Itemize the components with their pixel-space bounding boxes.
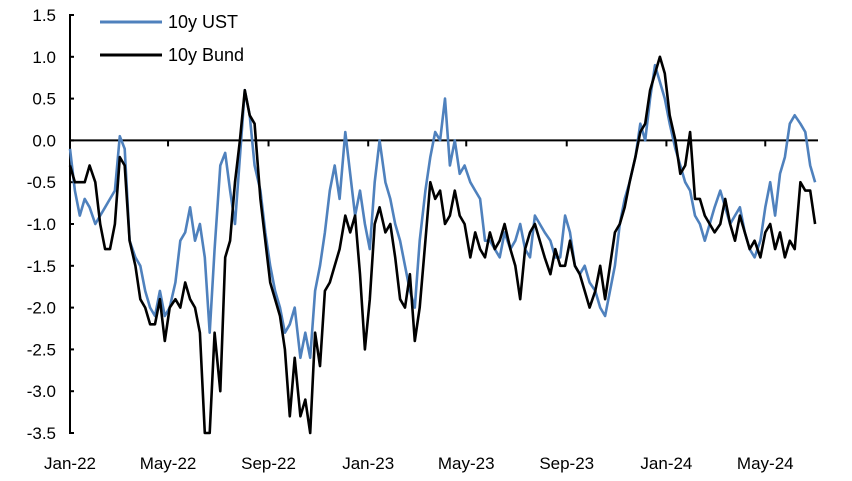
- legend-label-ust: 10y UST: [168, 12, 238, 32]
- x-tick-label: Jan-22: [44, 454, 96, 473]
- y-tick-label: -0.5: [27, 173, 56, 192]
- series-line-10y-bund: [68, 55, 817, 435]
- x-tick-label: May-24: [737, 454, 794, 473]
- x-tick-label: Sep-23: [539, 454, 594, 473]
- x-tick-label: May-23: [438, 454, 495, 473]
- y-tick-label: 0.0: [32, 131, 56, 150]
- y-tick-label: -2.0: [27, 299, 56, 318]
- y-tick-label: -1.0: [27, 215, 56, 234]
- legend-label-bund: 10y Bund: [168, 45, 244, 65]
- y-tick-label: 1.0: [32, 48, 56, 67]
- y-tick-label: -1.5: [27, 257, 56, 276]
- series-line-10y-ust: [68, 63, 817, 360]
- x-tick-label: Jan-24: [640, 454, 692, 473]
- series-lines: [68, 55, 817, 435]
- y-tick-label: -3.0: [27, 382, 56, 401]
- legend: 10y UST 10y Bund: [100, 12, 244, 65]
- y-tick-label: 0.5: [32, 90, 56, 109]
- x-tick-label: May-22: [140, 454, 197, 473]
- y-tick-label: -3.5: [27, 424, 56, 443]
- x-tick-label: Jan-23: [342, 454, 394, 473]
- y-tick-label: -2.5: [27, 340, 56, 359]
- y-tick-label: 1.5: [32, 6, 56, 25]
- x-tick-label: Sep-22: [241, 454, 296, 473]
- axes: 1.5 1.0 0.5 0.0 -0.5 -1.0 -1.5 -2.0 -2.5 -3.0 -3.5…: [27, 6, 818, 473]
